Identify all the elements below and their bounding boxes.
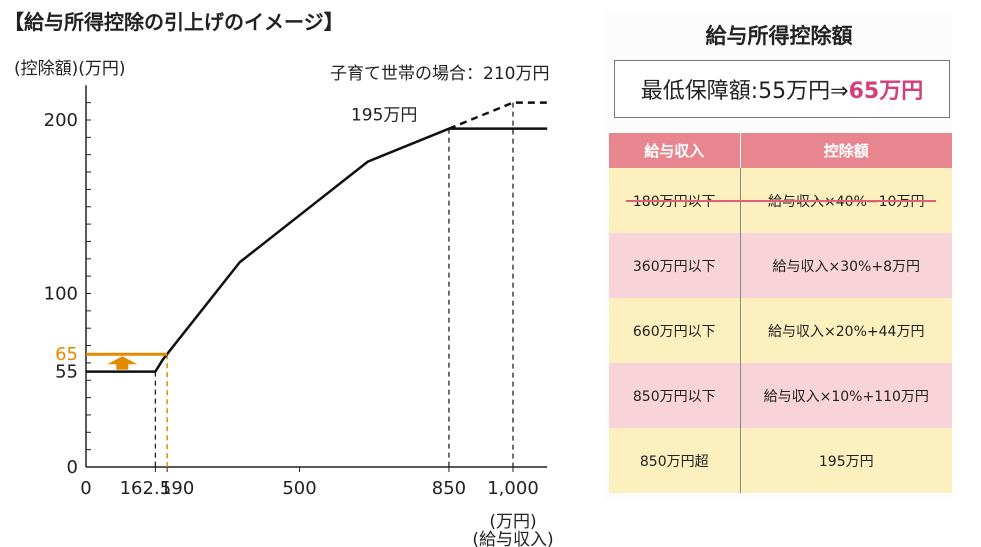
table-row: 850万円超 195万円 <box>609 428 952 493</box>
income-cell: 660万円以下 <box>609 298 741 363</box>
income-cell: 850万円超 <box>609 428 741 493</box>
panel-title: 給与所得控除額 <box>705 24 853 48</box>
x-tick-label: 500 <box>282 478 316 499</box>
annotation-210: 子育て世帯の場合：210万円 <box>330 64 549 84</box>
deduction-cell: 給与収入×10%+110万円 <box>740 363 952 428</box>
up-arrow-icon <box>107 356 138 370</box>
minimum-guarantee-text: 最低保障額:55万円⇒ <box>640 79 849 104</box>
deduction-cell: 195万円 <box>740 428 952 493</box>
income-cell: 850万円以下 <box>609 363 741 428</box>
minimum-guarantee-box: 最低保障額:55万円⇒ 65万円 <box>614 60 950 118</box>
x-axis-label: (給与収入) <box>472 530 553 547</box>
x-tick-label: 850 <box>432 478 466 499</box>
table-row: 850万円以下 給与収入×10%+110万円 <box>609 363 952 428</box>
annotation-195: 195万円 <box>351 106 417 126</box>
y-tick-label: 100 <box>44 284 78 305</box>
strikethrough-line <box>626 200 936 202</box>
income-cell: 360万円以下 <box>609 233 741 298</box>
deduction-cell: 給与収入×30%+8万円 <box>740 233 952 298</box>
childcare-line <box>448 101 548 130</box>
y-tick-label: 0 <box>67 457 78 478</box>
deduction-line <box>86 127 548 373</box>
x-tick-label: 0 <box>80 478 91 499</box>
table-row: 360万円以下 給与収入×30%+8万円 <box>609 233 952 298</box>
deduction-table: 給与収入 控除額 180万円以下 給与収入×40%−10万円 360万円以下 給… <box>609 133 952 493</box>
y-tick-label-highlight: 65 <box>55 344 78 365</box>
y-tick-label: 55 <box>55 362 78 383</box>
minimum-guarantee-highlight: 65万円 <box>848 79 924 104</box>
y-axis-label: (控除額)(万円) <box>14 59 126 79</box>
chart-heading: 【給与所得控除の引上げのイメージ】 <box>4 10 344 34</box>
deduction-cell: 給与収入×20%+44万円 <box>740 298 952 363</box>
x-axis-unit: (万円) <box>489 512 536 532</box>
x-tick-label: 1,000 <box>487 478 539 499</box>
y-tick-label: 200 <box>44 110 78 131</box>
header-deduction: 控除額 <box>740 133 952 168</box>
header-income: 給与収入 <box>609 133 741 168</box>
x-tick-label: 190 <box>160 478 194 499</box>
x-tick-label: 162.5 <box>120 478 172 499</box>
table-row: 660万円以下 給与収入×20%+44万円 <box>609 298 952 363</box>
